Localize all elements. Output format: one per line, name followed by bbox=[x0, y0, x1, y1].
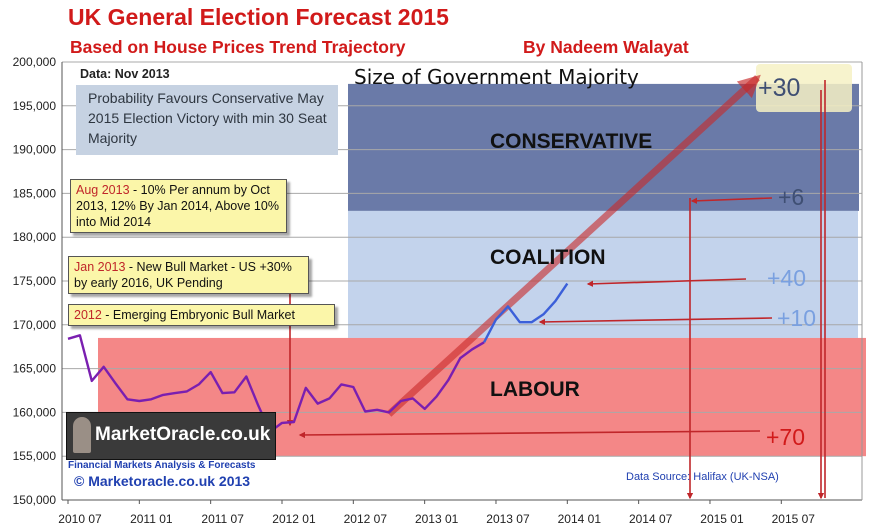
logo-block: MarketOracle.co.uk bbox=[66, 412, 276, 460]
y-tick-label: 160,000 bbox=[13, 405, 57, 419]
series-line-halifax bbox=[67, 334, 485, 433]
majority-label: +6 bbox=[778, 184, 804, 210]
x-tick-label: 2010 07 bbox=[58, 512, 102, 526]
x-tick-label: 2013 01 bbox=[415, 512, 459, 526]
band-label-labour: LABOUR bbox=[490, 378, 580, 401]
y-tick-label: 200,000 bbox=[13, 55, 57, 69]
band-label-conservative: CONSERVATIVE bbox=[490, 130, 652, 153]
majority-label: +70 bbox=[766, 424, 805, 450]
logo-figure-icon bbox=[73, 417, 91, 453]
arrow-plus10 bbox=[538, 317, 773, 326]
x-tick-label: 2015 01 bbox=[700, 512, 744, 526]
majority-heading: Size of Government Majority bbox=[354, 65, 639, 89]
chart-subtitle: Based on House Prices Trend Trajectory bbox=[70, 37, 406, 57]
y-tick-label: 175,000 bbox=[13, 274, 57, 288]
probability-text: Probability Favours Conservative May 201… bbox=[88, 90, 327, 146]
x-tick-label: 2014 07 bbox=[629, 512, 673, 526]
arrow-plus40 bbox=[586, 278, 747, 288]
y-tick-label: 180,000 bbox=[13, 230, 57, 244]
data-date-label: Data: Nov 2013 bbox=[80, 67, 170, 81]
trajectory-arrow bbox=[386, 74, 761, 417]
x-tick-label: 2012 07 bbox=[344, 512, 388, 526]
arrow-plus70 bbox=[298, 430, 761, 439]
logo-tagline: Financial Markets Analysis & Forecasts bbox=[68, 460, 256, 471]
x-tick-label: 2012 01 bbox=[272, 512, 316, 526]
majority-label: +40 bbox=[767, 265, 806, 291]
majority-label: +30 bbox=[758, 74, 800, 102]
copyright: © Marketoracle.co.uk 2013 bbox=[74, 473, 251, 489]
series-line-forecast bbox=[483, 282, 569, 343]
x-tick-label: 2011 01 bbox=[130, 512, 173, 526]
majority-label: +10 bbox=[777, 305, 816, 331]
jan2013-text: - New Bull Market - US +30% by early 201… bbox=[74, 260, 292, 290]
arrow-plus6 bbox=[690, 197, 773, 205]
band-coalition bbox=[348, 210, 858, 338]
y2012-note: 2012 - Emerging Embryonic Bull Market bbox=[68, 304, 335, 326]
y2012-date: 2012 bbox=[74, 308, 102, 322]
chart-author: By Nadeem Walayat bbox=[523, 37, 689, 57]
logo-text: MarketOracle.co.uk bbox=[95, 424, 271, 445]
y-tick-label: 150,000 bbox=[13, 493, 57, 507]
probability-note: Probability Favours Conservative May 201… bbox=[76, 85, 338, 155]
x-tick-label: 2013 07 bbox=[486, 512, 530, 526]
data-source: Data Source: Halifax (UK-NSA) bbox=[626, 471, 779, 483]
band-label-coalition: COALITION bbox=[490, 246, 606, 269]
aug2013-date: Aug 2013 bbox=[76, 183, 130, 197]
plus30-highlight bbox=[756, 64, 852, 112]
aug2013-text: - 10% Per annum by Oct 2013, 12% By Jan … bbox=[76, 183, 279, 229]
y-tick-label: 170,000 bbox=[13, 318, 57, 332]
y2012-text: - Emerging Embryonic Bull Market bbox=[101, 308, 295, 322]
chart-title: UK General Election Forecast 2015 bbox=[68, 4, 449, 30]
x-tick-label: 2015 07 bbox=[772, 512, 816, 526]
y-tick-label: 190,000 bbox=[13, 143, 57, 157]
aug2013-note: Aug 2013 - 10% Per annum by Oct 2013, 12… bbox=[70, 179, 287, 233]
y-tick-label: 155,000 bbox=[13, 449, 57, 463]
jan2013-date: Jan 2013 bbox=[74, 260, 126, 274]
x-tick-label: 2011 07 bbox=[201, 512, 244, 526]
jan2013-note: Jan 2013 - New Bull Market - US +30% by … bbox=[68, 256, 309, 294]
x-tick-label: 2014 01 bbox=[558, 512, 602, 526]
y-tick-label: 195,000 bbox=[13, 99, 57, 113]
y-tick-label: 185,000 bbox=[13, 186, 57, 200]
y-tick-label: 165,000 bbox=[13, 362, 57, 376]
